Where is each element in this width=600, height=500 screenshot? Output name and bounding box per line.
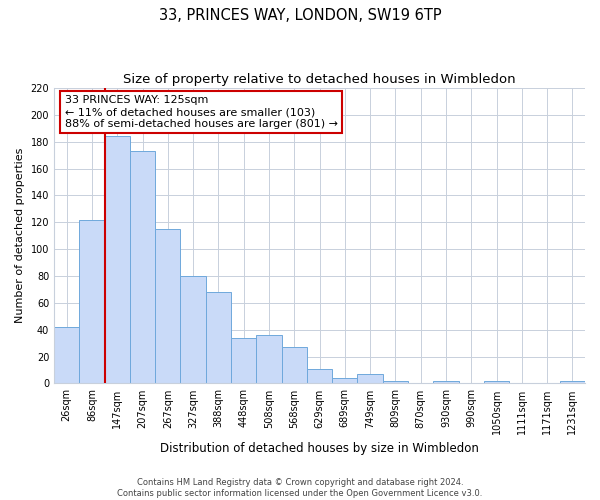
Bar	[307, 368, 332, 384]
Bar	[281, 347, 307, 384]
X-axis label: Distribution of detached houses by size in Wimbledon: Distribution of detached houses by size …	[160, 442, 479, 455]
Title: Size of property relative to detached houses in Wimbledon: Size of property relative to detached ho…	[123, 72, 516, 86]
Bar	[79, 220, 104, 384]
Bar	[155, 229, 181, 384]
Bar	[231, 338, 256, 384]
Bar	[130, 151, 155, 384]
Bar	[181, 276, 206, 384]
Text: Contains HM Land Registry data © Crown copyright and database right 2024.
Contai: Contains HM Land Registry data © Crown c…	[118, 478, 482, 498]
Bar	[383, 380, 408, 384]
Text: 33 PRINCES WAY: 125sqm
← 11% of detached houses are smaller (103)
88% of semi-de: 33 PRINCES WAY: 125sqm ← 11% of detached…	[65, 96, 338, 128]
Bar	[358, 374, 383, 384]
Bar	[433, 380, 458, 384]
Bar	[256, 335, 281, 384]
Bar	[54, 327, 79, 384]
Bar	[104, 136, 130, 384]
Bar	[560, 380, 585, 384]
Y-axis label: Number of detached properties: Number of detached properties	[15, 148, 25, 324]
Bar	[332, 378, 358, 384]
Bar	[206, 292, 231, 384]
Text: 33, PRINCES WAY, LONDON, SW19 6TP: 33, PRINCES WAY, LONDON, SW19 6TP	[158, 8, 442, 22]
Bar	[484, 380, 509, 384]
